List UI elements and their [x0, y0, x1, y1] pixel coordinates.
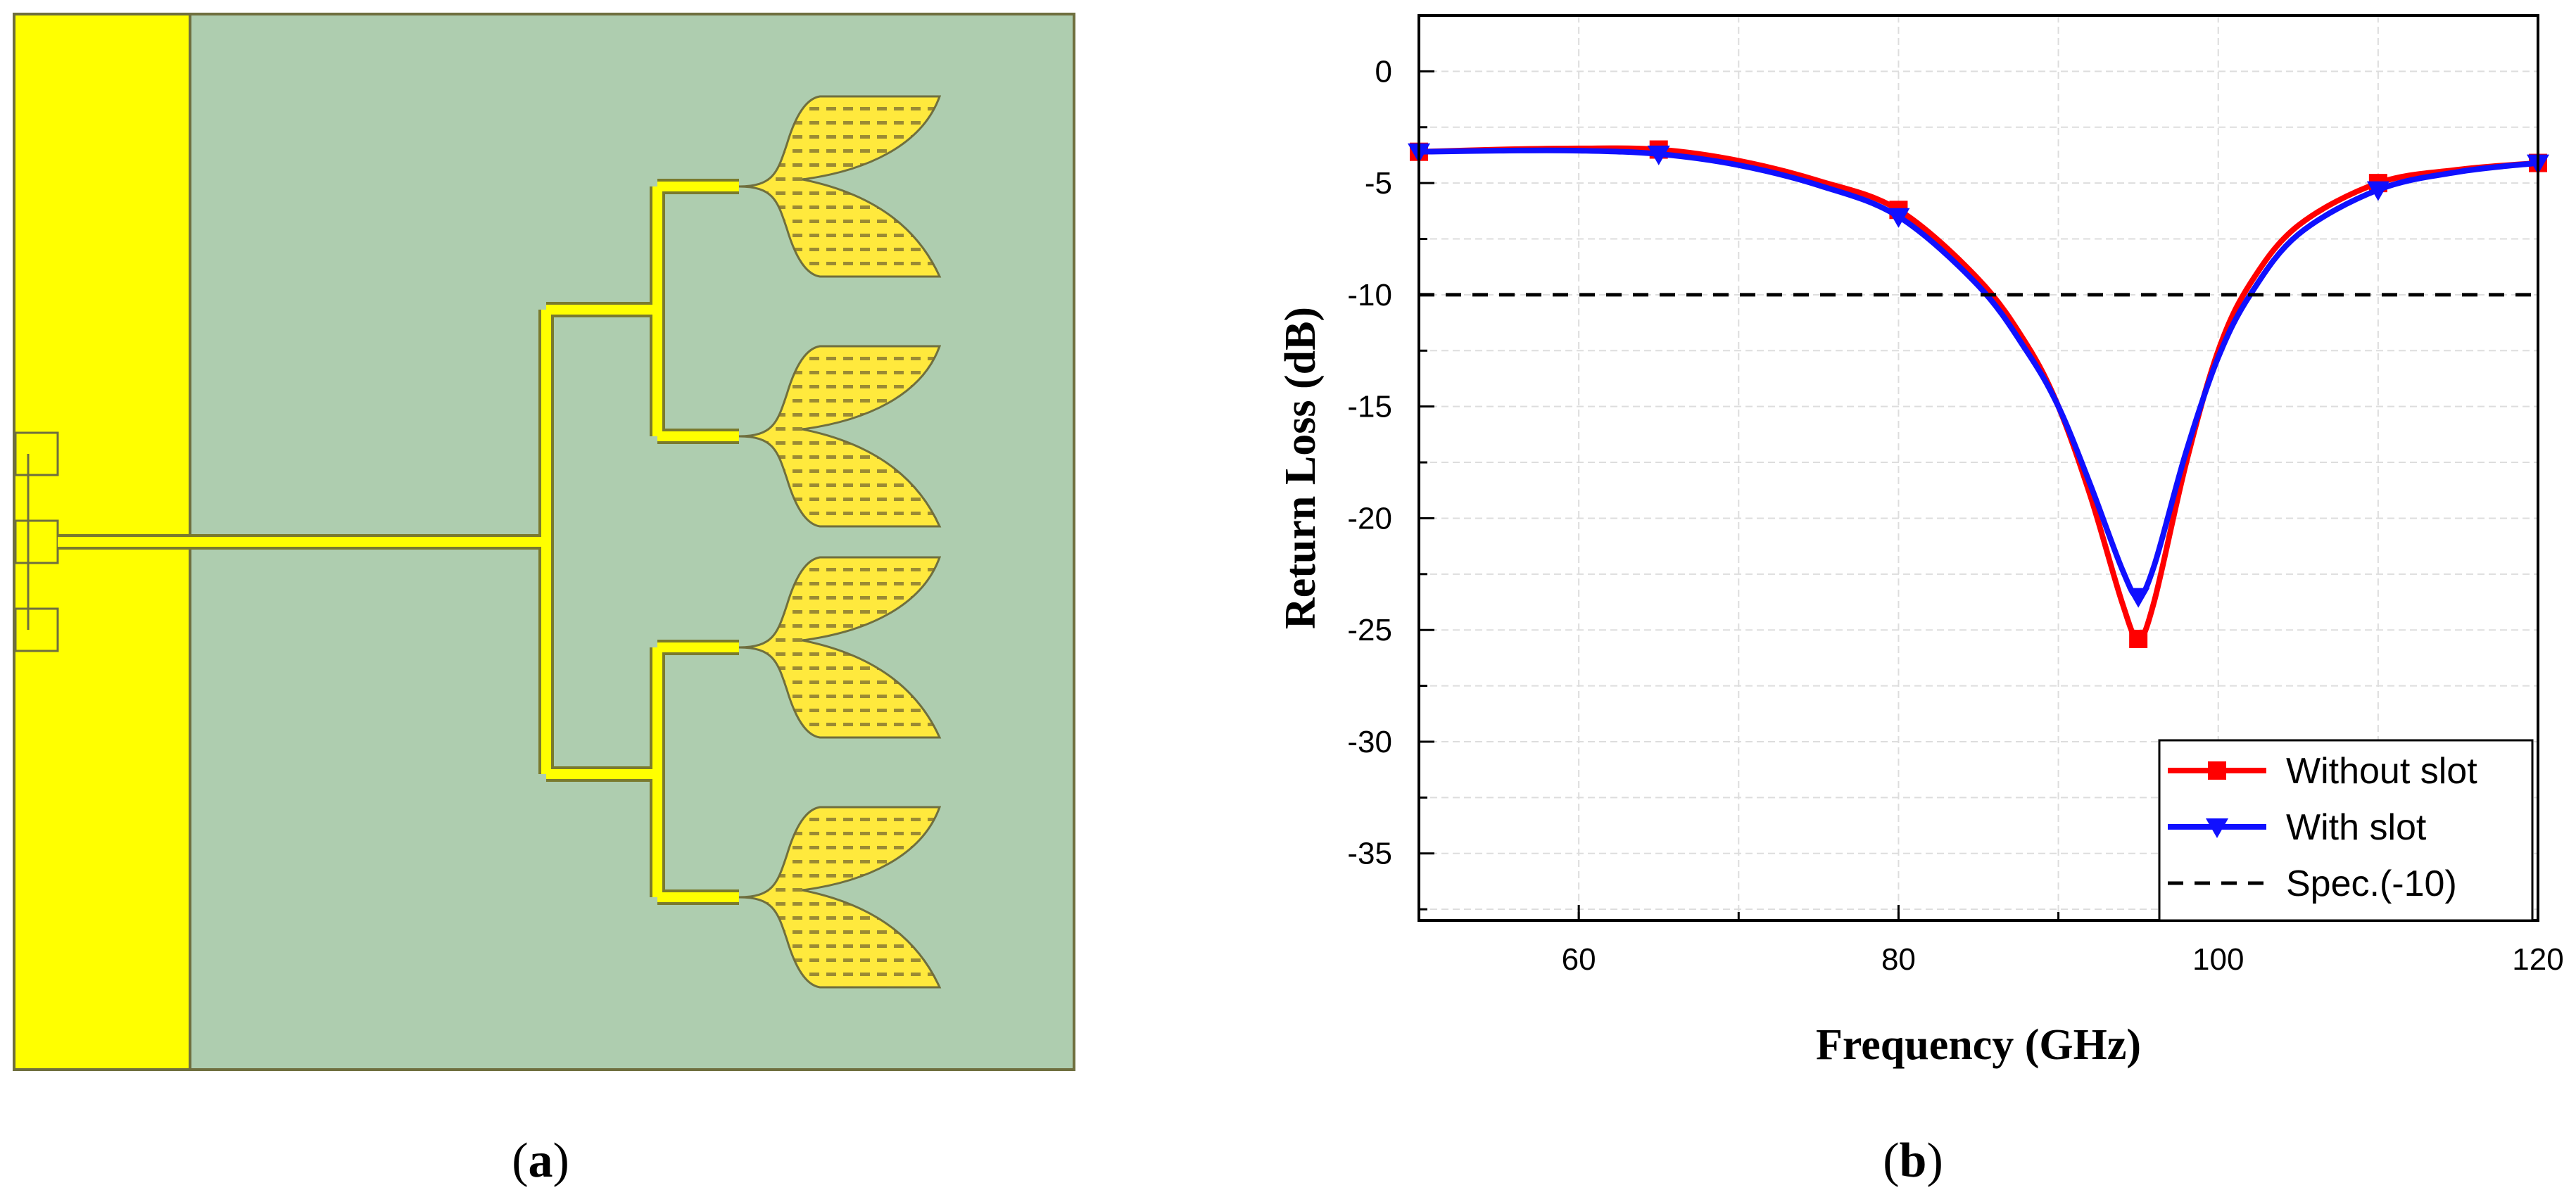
y-axis-ticks: 0 -5 -10 -15 -20 -25 -30 -35	[1347, 54, 1434, 871]
y-tick-label: -35	[1347, 837, 1392, 871]
x-tick-label: 100	[2192, 942, 2244, 977]
return-loss-chart: 60 80 100 120 0 -5 -10 -15 -20 -25 -30 -35 Frequen…	[1277, 14, 2564, 1188]
y-tick-label: 0	[1375, 54, 1392, 89]
y-tick-label: -15	[1347, 390, 1392, 424]
data-point	[2127, 588, 2150, 608]
legend: Without slot With slot Spec.(-10)	[2158, 739, 2534, 922]
data-point	[1887, 208, 1910, 228]
antenna-layout-panel: (a)	[13, 13, 1075, 1188]
grid	[1419, 15, 2538, 920]
y-tick-label: -5	[1365, 166, 1392, 201]
series-line	[1418, 147, 2539, 600]
y-tick-label: -10	[1347, 278, 1392, 312]
panel-a-label: (a)	[512, 1134, 569, 1188]
legend-label: With slot	[2286, 807, 2427, 848]
plot-border	[1418, 14, 2539, 922]
data-point	[2129, 629, 2148, 648]
data-point	[2366, 181, 2389, 201]
x-tick-label: 80	[1881, 942, 1916, 977]
x-tick-label: 60	[1562, 942, 1596, 977]
legend-marker	[2206, 818, 2228, 838]
series-line	[1418, 145, 2539, 642]
x-tick-label: 120	[2512, 942, 2563, 977]
legend-marker	[2208, 761, 2226, 780]
x-axis-title: Frequency (GHz)	[1816, 1021, 2141, 1069]
panel-b-label: (b)	[1883, 1134, 1943, 1188]
y-tick-label: -25	[1347, 613, 1392, 647]
y-tick-label: -30	[1347, 725, 1392, 759]
feed-network	[58, 179, 739, 905]
y-tick-label: -20	[1347, 501, 1392, 536]
data-point	[1647, 145, 1670, 165]
connector-pad-top	[14, 431, 59, 476]
connector-pad-bottom	[14, 607, 59, 652]
legend-label: Spec.(-10)	[2286, 863, 2457, 904]
x-axis-ticks: 60 80 100 120	[1562, 905, 2564, 977]
legend-label: Without slot	[2286, 751, 2477, 792]
y-axis-title: Return Loss (dB)	[1277, 307, 1325, 629]
